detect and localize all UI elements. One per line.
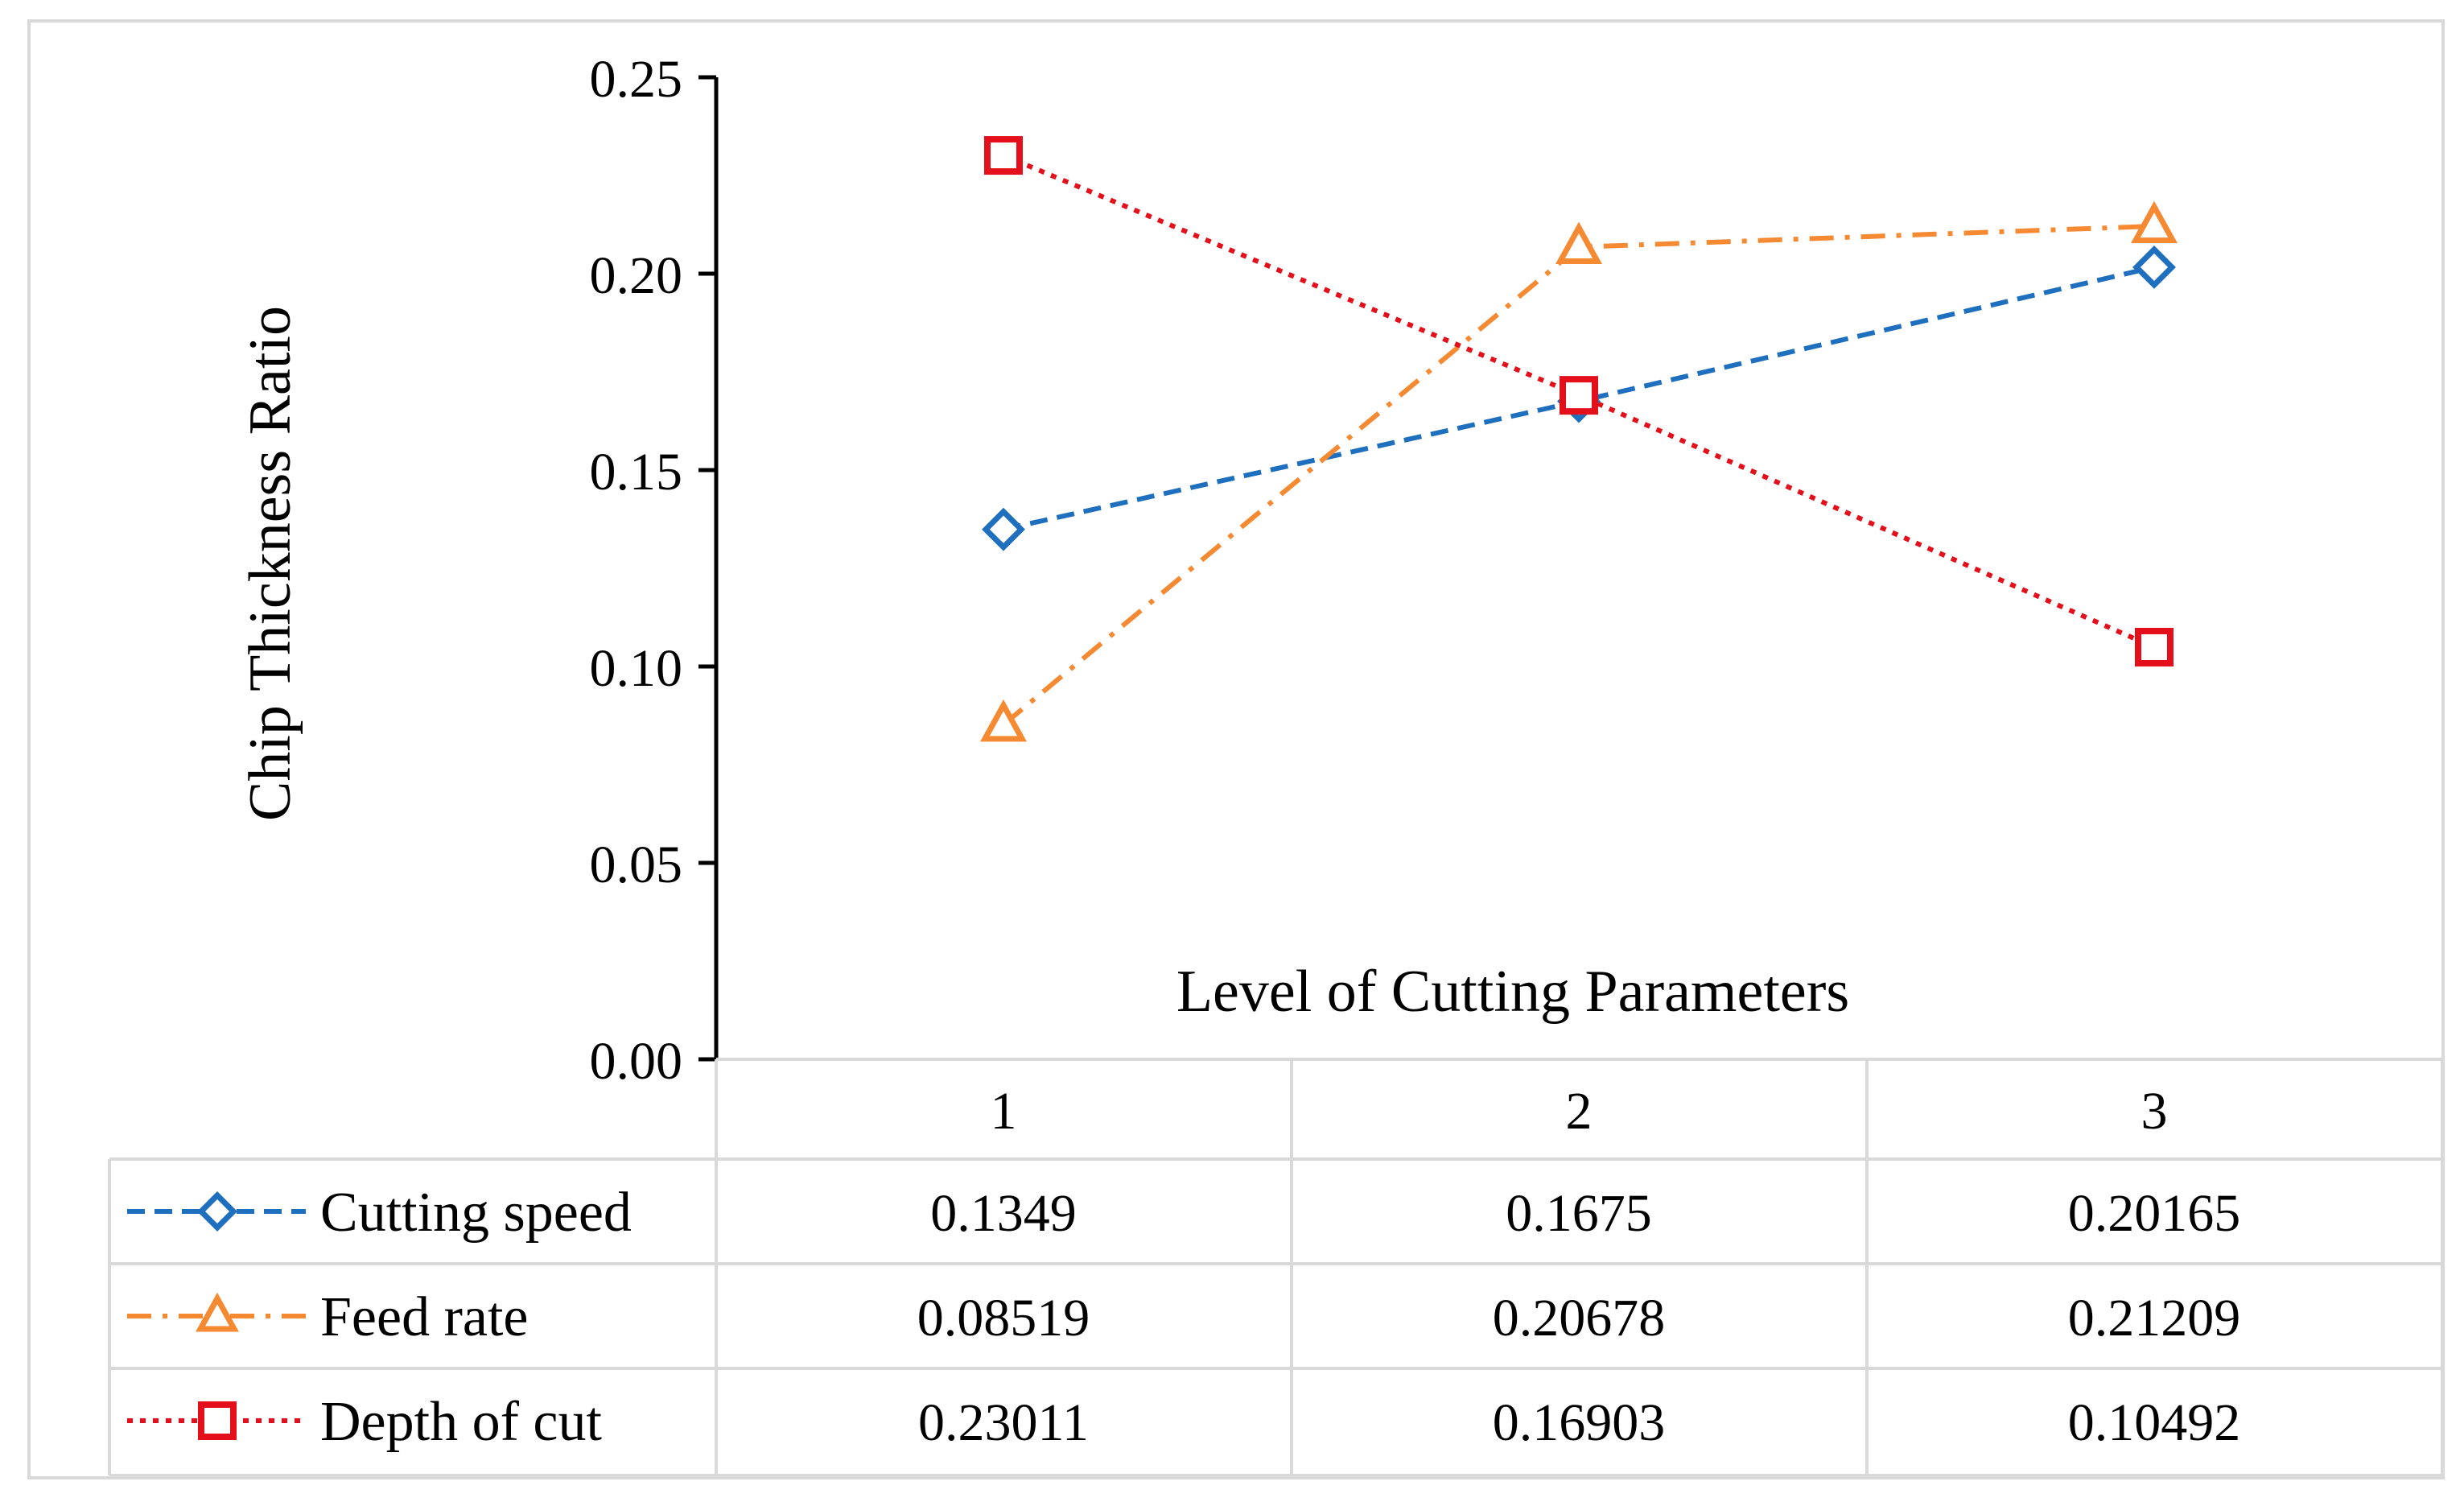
data-point — [1560, 376, 1598, 415]
legend-label: Feed rate — [320, 1286, 528, 1348]
table-cell-value: 0.16903 — [1493, 1393, 1666, 1452]
x-tick-label: 1 — [991, 1082, 1017, 1141]
table-cell-value: 0.1349 — [930, 1184, 1077, 1243]
table-cell-value: 0.23011 — [918, 1393, 1089, 1452]
data-point — [982, 507, 1025, 551]
x-tick-label: 3 — [2141, 1082, 2168, 1141]
y-tick-label: 0.00 — [590, 1032, 683, 1091]
series-markers — [979, 136, 2178, 742]
legend-label: Depth of cut — [320, 1391, 602, 1453]
table-cell-value: 0.1675 — [1506, 1184, 1652, 1243]
legend-label: Cutting speed — [320, 1182, 632, 1244]
y-tick-label: 0.20 — [590, 246, 683, 305]
table-cell-value: 0.08519 — [917, 1289, 1090, 1347]
y-tick-label: 0.25 — [590, 50, 683, 109]
legend: Cutting speed Feed rate Depth of cut — [127, 1182, 632, 1453]
y-tick-label: 0.10 — [590, 639, 683, 698]
data-point — [2135, 627, 2174, 666]
y-axis-ticks: 0.00 0.05 0.10 0.15 0.20 0.25 — [590, 50, 716, 1091]
data-table-grid — [108, 1058, 2444, 1477]
x-axis-title: Level of Cutting Parameters — [1176, 959, 1849, 1025]
y-tick-label: 0.15 — [590, 443, 683, 501]
category-labels: 1 2 3 — [991, 1082, 2168, 1141]
x-tick-label: 2 — [1566, 1082, 1593, 1141]
y-tick-label: 0.05 — [590, 836, 683, 894]
legend-marker-0 — [197, 1191, 237, 1232]
y-axis-title: Chip Thickness Ratio — [237, 306, 303, 821]
table-cell-value: 0.20678 — [1493, 1289, 1666, 1347]
data-table-values: 0.1349 0.1675 0.20165 0.08519 0.20678 0.21209… — [917, 1184, 2241, 1452]
legend-marker-2 — [198, 1401, 237, 1440]
data-point — [979, 699, 1028, 742]
legend-marker-1 — [196, 1292, 239, 1332]
table-cell-value: 0.20165 — [2068, 1184, 2241, 1243]
chart-frame — [27, 19, 2445, 1479]
data-point — [1555, 221, 1603, 265]
table-cell-value: 0.21209 — [2068, 1289, 2241, 1347]
table-cell-value: 0.10492 — [2068, 1393, 2241, 1452]
data-point — [984, 136, 1023, 175]
data-point — [2132, 245, 2176, 289]
data-point — [2130, 200, 2178, 244]
